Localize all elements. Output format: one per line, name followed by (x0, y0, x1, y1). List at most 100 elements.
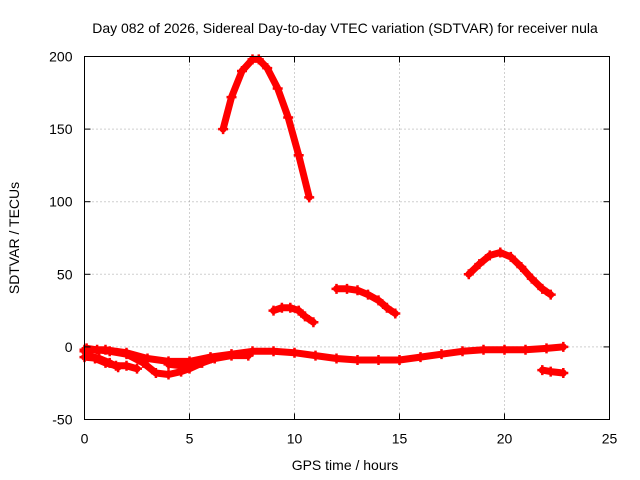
data-point (81, 343, 92, 354)
data-point (163, 369, 174, 380)
data-point (415, 352, 426, 363)
data-point (520, 344, 531, 355)
y-tick-label: 200 (49, 49, 73, 65)
data-point (342, 283, 352, 294)
data-point (268, 346, 279, 357)
y-tick-label: 150 (49, 121, 73, 137)
series-line (81, 353, 122, 371)
series-arc-4 (463, 247, 556, 300)
data-point (293, 150, 304, 161)
series-arc-8 (163, 353, 216, 371)
data-point (541, 343, 552, 354)
series-line (219, 55, 313, 201)
data-point (537, 283, 548, 294)
data-point (272, 83, 283, 94)
data-point (474, 259, 485, 270)
series-baseline (79, 341, 569, 367)
data-point (92, 344, 103, 355)
data-point (308, 317, 319, 328)
data-point (394, 354, 405, 365)
series-arc-2 (268, 302, 319, 328)
data-point (226, 92, 237, 103)
series-line (270, 304, 317, 326)
series-line (81, 343, 567, 365)
data-point (289, 347, 300, 358)
data-point (558, 368, 569, 379)
data-point (537, 365, 548, 376)
data-point (310, 350, 321, 361)
data-point (352, 285, 363, 296)
series-arc-6 (79, 352, 124, 373)
x-tick-label: 20 (497, 431, 513, 447)
data-point (300, 311, 310, 322)
x-tick-label: 5 (186, 431, 194, 447)
data-point (104, 346, 115, 357)
data-point (121, 360, 132, 371)
plot-frame (84, 56, 610, 420)
data-point (195, 357, 205, 368)
data-point (499, 344, 510, 355)
data-point (505, 251, 516, 262)
data-point (558, 341, 569, 352)
data-point (545, 366, 556, 377)
data-point (381, 302, 392, 313)
data-point (138, 357, 149, 368)
data-point (132, 363, 142, 374)
x-tick-label: 25 (602, 431, 618, 447)
x-axis-label: GPS time / hours (292, 457, 399, 473)
y-tick-label: 50 (57, 266, 73, 282)
gridlines (84, 56, 610, 420)
data-point (436, 349, 447, 360)
data-point (237, 66, 247, 77)
data-point (478, 344, 489, 355)
data-point (150, 368, 161, 379)
y-tick-label: -50 (52, 412, 72, 428)
data-point (352, 354, 363, 365)
data-point (463, 269, 474, 280)
data-point (373, 295, 384, 306)
axis-ticks: 0 5 10 15 20 25 -50 0 50 100 150 200 (49, 49, 617, 447)
x-tick-label: 15 (392, 431, 408, 447)
data-point (262, 63, 273, 74)
data-point (94, 353, 105, 364)
data-point (163, 359, 174, 370)
data-point (457, 346, 468, 357)
data-point (293, 305, 304, 316)
data-point (205, 353, 216, 364)
data-point (545, 289, 556, 300)
data-point (276, 302, 287, 313)
data-point (526, 273, 537, 284)
series-arc-7 (81, 343, 254, 380)
data-point (484, 250, 495, 261)
series-arc-9 (537, 365, 569, 379)
data-point (285, 302, 296, 313)
data-point (304, 192, 315, 203)
data-series (79, 54, 569, 380)
y-tick-label: 0 (65, 339, 73, 355)
data-point (226, 350, 237, 361)
data-point (104, 357, 115, 368)
data-point (516, 262, 527, 273)
data-point (495, 247, 506, 258)
data-point (363, 289, 373, 300)
data-point (218, 124, 229, 135)
series-arc-3 (331, 283, 401, 319)
data-point (184, 360, 195, 371)
data-point (268, 305, 279, 316)
x-tick-label: 10 (287, 431, 303, 447)
x-tick-label: 0 (81, 431, 89, 447)
data-point (331, 353, 342, 364)
data-point (176, 360, 187, 371)
data-point (283, 112, 294, 123)
data-point (331, 283, 342, 294)
series-arc-1 (218, 54, 315, 203)
y-tick-label: 100 (49, 194, 73, 210)
data-point (390, 308, 401, 319)
data-point (121, 349, 132, 360)
data-point (243, 350, 254, 361)
data-point (113, 362, 124, 373)
chart-title: Day 082 of 2026, Sidereal Day-to-day VTE… (92, 20, 598, 36)
data-point (373, 354, 384, 365)
y-axis-label: SDTVAR / TECUs (6, 182, 22, 294)
